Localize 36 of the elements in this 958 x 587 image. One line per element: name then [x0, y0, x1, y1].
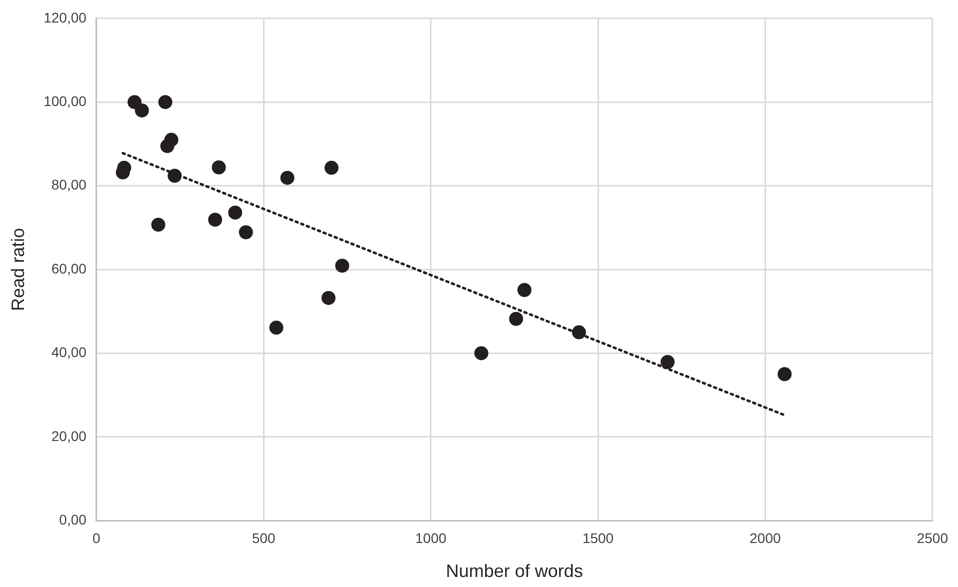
point — [128, 95, 142, 110]
point — [280, 170, 294, 185]
point — [238, 225, 253, 240]
point — [269, 320, 284, 335]
point — [134, 103, 149, 118]
point — [509, 312, 524, 326]
point — [335, 258, 350, 273]
x-tick-label: 0 — [92, 530, 101, 546]
x-tick-label: 2500 — [916, 530, 948, 546]
x-axis-title: Number of words — [446, 561, 583, 582]
point — [168, 168, 182, 183]
point — [778, 367, 792, 382]
y-tick-label: 100,00 — [44, 92, 87, 109]
point — [572, 325, 586, 340]
x-tick-label: 500 — [252, 530, 276, 546]
point — [228, 206, 242, 220]
point — [324, 160, 339, 175]
point — [517, 283, 532, 298]
x-tick-label: 1000 — [415, 530, 447, 546]
y-tick-label: 0,00 — [59, 511, 87, 528]
point — [321, 290, 336, 305]
point — [151, 218, 166, 232]
point — [160, 139, 174, 154]
y-axis-title: Read ratio — [8, 228, 28, 312]
point — [158, 95, 172, 110]
x-tick-label: 1500 — [582, 530, 614, 546]
y-tick-label: 20,00 — [51, 428, 87, 444]
y-tick-label: 80,00 — [51, 176, 87, 193]
y-tick-label: 40,00 — [51, 344, 87, 360]
point — [212, 160, 226, 174]
y-tick-label: 60,00 — [51, 260, 87, 276]
point — [208, 212, 222, 227]
point — [474, 346, 488, 360]
y-tick-label: 120,00 — [44, 9, 87, 26]
x-tick-label: 2000 — [750, 530, 782, 546]
point — [660, 354, 675, 369]
